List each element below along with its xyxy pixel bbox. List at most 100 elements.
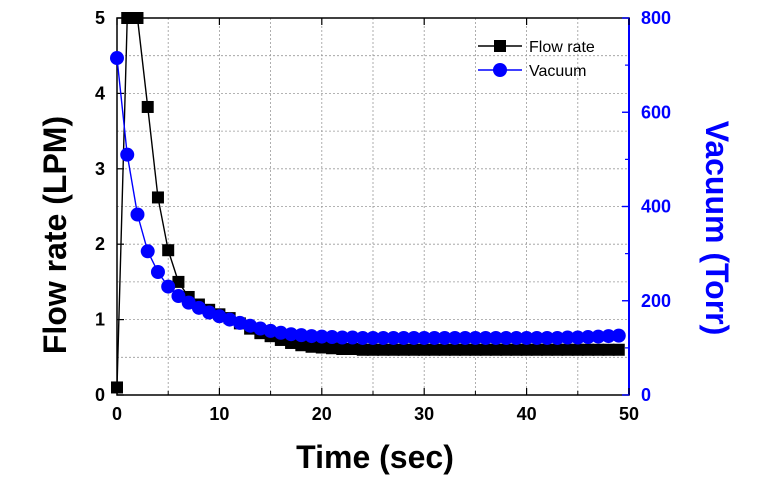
data-point-flow-rate	[131, 12, 144, 24]
x-tick-label: 20	[312, 404, 332, 424]
y2-tick-label: 800	[641, 8, 671, 28]
data-point-flow-rate	[407, 343, 420, 356]
legend-item-vacuum: Vacuum	[478, 63, 587, 80]
data-point-vacuum	[273, 325, 288, 340]
data-point-vacuum	[437, 330, 452, 345]
x-tick-label: 40	[517, 404, 537, 424]
y2-tick-label: 600	[641, 102, 671, 122]
data-point-vacuum	[601, 329, 616, 344]
data-point-flow-rate	[387, 343, 400, 356]
data-point-flow-rate	[438, 343, 451, 356]
data-point-flow-rate	[469, 343, 482, 356]
series-layer	[110, 12, 626, 394]
data-point-flow-rate	[418, 343, 431, 356]
data-point-vacuum	[478, 330, 493, 345]
y2-tick-label: 0	[641, 385, 651, 405]
y-tick-label: 1	[95, 310, 105, 330]
data-point-vacuum	[581, 330, 596, 345]
data-point-flow-rate	[551, 343, 564, 356]
data-point-flow-rate	[459, 343, 472, 356]
data-point-vacuum	[560, 330, 575, 345]
legend-label-vacuum: Vacuum	[529, 63, 587, 80]
x-axis-title: Time (sec)	[296, 439, 454, 475]
y2-tick-label: 400	[641, 197, 671, 217]
data-point-vacuum	[110, 51, 124, 66]
legend-marker-circle	[493, 63, 507, 77]
data-point-flow-rate	[602, 343, 615, 356]
data-point-vacuum	[140, 244, 155, 259]
data-point-flow-rate	[162, 244, 175, 257]
legend-marker-square	[494, 40, 506, 52]
data-point-flow-rate	[305, 340, 318, 353]
grid-lines	[117, 18, 629, 395]
data-point-vacuum	[386, 330, 401, 345]
data-point-vacuum	[540, 330, 555, 345]
data-point-flow-rate	[295, 339, 308, 352]
data-point-vacuum	[304, 329, 319, 344]
data-point-flow-rate	[592, 343, 605, 356]
x-tick-label: 0	[112, 404, 122, 424]
data-point-vacuum	[427, 330, 442, 345]
data-point-vacuum	[417, 330, 432, 345]
data-point-flow-rate	[172, 275, 185, 288]
data-point-vacuum	[284, 327, 299, 342]
data-point-vacuum	[325, 330, 340, 345]
data-point-vacuum	[509, 330, 524, 345]
data-point-vacuum	[488, 330, 503, 345]
data-point-vacuum	[570, 330, 585, 345]
data-point-flow-rate	[356, 343, 369, 356]
data-point-flow-rate	[479, 343, 492, 356]
data-point-vacuum	[406, 330, 421, 345]
data-point-vacuum	[447, 330, 462, 345]
y2-tick-label: 200	[641, 291, 671, 311]
data-point-vacuum	[550, 330, 565, 345]
data-point-vacuum	[499, 330, 514, 345]
data-point-flow-rate	[151, 191, 164, 204]
data-point-vacuum	[294, 328, 309, 343]
y2-axis-title: Vacuum (Torr)	[699, 121, 735, 336]
x-tick-label: 50	[619, 404, 639, 424]
legend-label-flow-rate: Flow rate	[529, 39, 595, 56]
y-tick-label: 3	[95, 159, 105, 179]
data-point-vacuum	[366, 330, 380, 345]
x-tick-label: 30	[414, 404, 434, 424]
data-point-vacuum	[130, 207, 145, 222]
data-point-flow-rate	[315, 341, 328, 354]
data-point-flow-rate	[326, 342, 339, 355]
data-point-flow-rate	[510, 343, 523, 356]
data-point-flow-rate	[111, 381, 123, 394]
data-point-vacuum	[396, 330, 411, 345]
data-point-vacuum	[529, 330, 544, 345]
series-vacuum	[110, 51, 626, 345]
y-tick-label: 2	[95, 234, 105, 254]
data-point-flow-rate	[336, 343, 349, 356]
data-point-vacuum	[376, 330, 391, 345]
data-point-vacuum	[345, 330, 360, 345]
data-point-flow-rate	[612, 343, 625, 356]
data-point-flow-rate	[571, 343, 584, 356]
data-point-vacuum	[171, 289, 186, 304]
legend-item-flow-rate: Flow rate	[478, 39, 595, 56]
data-point-vacuum	[355, 330, 370, 345]
data-point-vacuum	[519, 330, 534, 345]
data-point-vacuum	[611, 328, 626, 343]
data-point-vacuum	[120, 147, 135, 162]
x-tick-label: 10	[209, 404, 229, 424]
data-point-flow-rate	[500, 343, 513, 356]
data-point-vacuum	[161, 279, 176, 294]
data-point-flow-rate	[541, 343, 554, 356]
y-tick-label: 0	[95, 385, 105, 405]
legend: Flow rate Vacuum	[478, 39, 595, 80]
data-point-vacuum	[591, 329, 606, 344]
data-point-flow-rate	[561, 343, 574, 356]
data-point-vacuum	[150, 265, 165, 280]
data-point-flow-rate	[428, 343, 441, 356]
data-point-flow-rate	[520, 343, 533, 356]
data-point-flow-rate	[530, 343, 543, 356]
data-point-flow-rate	[397, 343, 410, 356]
y-tick-label: 5	[95, 8, 105, 28]
data-point-vacuum	[468, 330, 483, 345]
data-point-flow-rate	[367, 343, 379, 356]
